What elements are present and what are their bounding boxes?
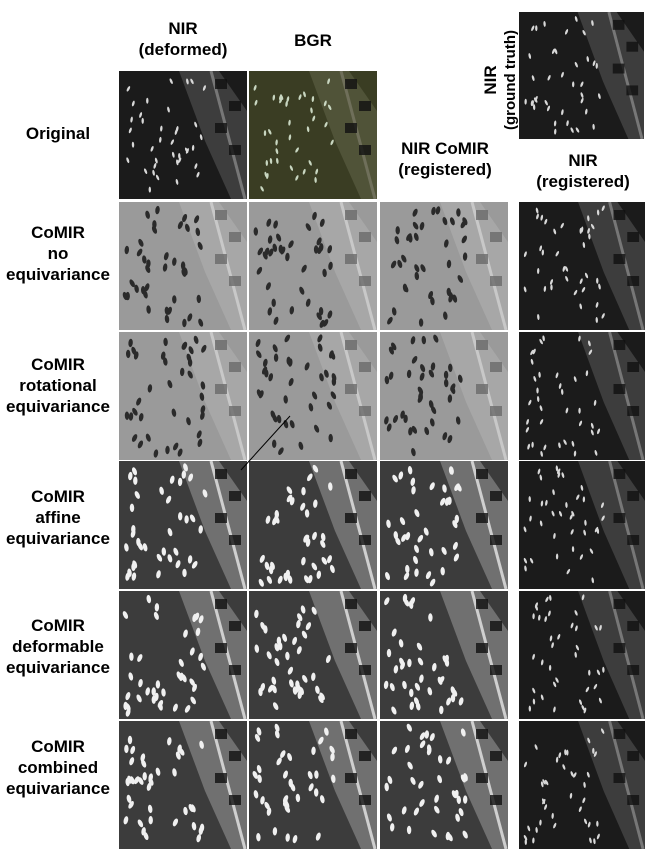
tile-affine-nir-comir-registered [380,461,508,589]
tile-deformable-bgr [249,591,377,719]
tile-rotational-nir-registered [519,332,645,460]
header-nir-gt-line2: (ground truth) [502,30,519,130]
row-label-line: equivariance [6,658,110,677]
header-nir-registered-line2: (registered) [536,172,630,191]
header-nir-ground-truth: NIR (ground truth) [481,18,523,142]
row-label-line: deformable [12,637,104,656]
tile-nir-ground-truth [519,12,644,139]
row-label-rotational: CoMIR rotational equivariance [0,354,116,417]
tile-affine-nir-registered [519,461,645,589]
row-label-deformable: CoMIR deformable equivariance [0,615,116,678]
tile-affine-bgr [249,461,377,589]
header-nir-comir-registered: NIR CoMIR (registered) [382,138,508,180]
row-label-combined: CoMIR combined equivariance [0,736,116,799]
tile-deformable-nir-registered [519,591,645,719]
tile-deformable-nir-deformed [119,591,247,719]
header-nir-registered: NIR (registered) [518,150,648,192]
row-label-line: CoMIR [31,737,85,756]
row-label-no-equivariance: CoMIR no equivariance [0,222,116,285]
row-label-line: combined [17,758,99,777]
row-label-line: CoMIR [31,355,85,374]
tile-combined-nir-comir-registered [380,721,508,849]
row-label-line: rotational [19,376,97,395]
header-nir-comir-line2: (registered) [398,160,492,179]
row-label-line: equivariance [6,397,110,416]
row-label-line: affine [35,508,81,527]
row-label-line: equivariance [6,265,110,284]
tile-rotational-bgr [249,332,377,460]
row-label-line: equivariance [6,779,110,798]
row-label-line: CoMIR [31,487,85,506]
header-bgr: BGR [294,31,332,50]
row-label-affine: CoMIR affine equivariance [0,486,116,549]
tile-deformable-nir-comir-registered [380,591,508,719]
row-label-original-text: Original [25,124,91,143]
tile-no-equivariance-nir-registered [519,202,645,330]
annotation-line [240,415,291,471]
tile-combined-nir-deformed [119,721,247,849]
header-nir-gt-line1: NIR [481,65,500,95]
tile-rotational-nir-deformed [119,332,247,460]
row-label-line: CoMIR [31,616,85,635]
tile-affine-nir-deformed [119,461,247,589]
tile-no-equivariance-nir-deformed [119,202,247,330]
tile-combined-nir-registered [519,721,645,849]
tile-original-nir-deformed [119,71,247,199]
row-label-line: equivariance [6,529,110,548]
header-nir-deformed-line2: (deformed) [138,40,228,59]
tile-original-bgr [249,71,377,199]
tile-rotational-nir-comir-registered [380,332,508,460]
header-nir-deformed: NIR (deformed) [118,18,248,60]
header-nir-deformed-line1: NIR [168,19,198,38]
header-nir-registered-line1: NIR [568,151,598,170]
row-label-line: no [47,244,69,263]
header-nir-comir-line1: NIR CoMIR [401,139,489,158]
row-label-original: Original [0,123,116,144]
tile-no-equivariance-bgr [249,202,377,330]
row-label-line: CoMIR [31,223,85,242]
tile-no-equivariance-nir-comir-registered [380,202,508,330]
tile-combined-bgr [249,721,377,849]
